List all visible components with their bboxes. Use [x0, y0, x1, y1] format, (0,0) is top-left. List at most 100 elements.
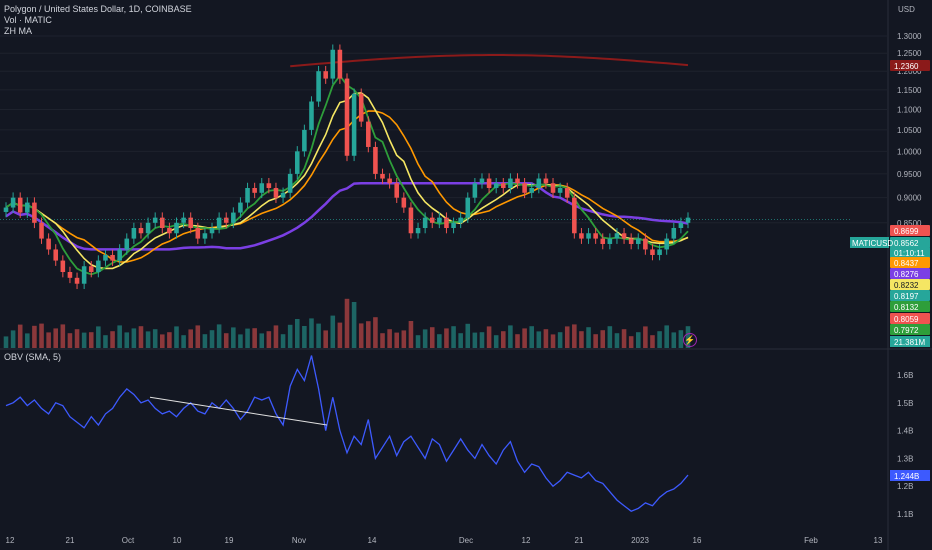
volume-bar — [74, 329, 80, 348]
candle-body — [53, 249, 59, 261]
candle-body — [678, 222, 684, 228]
candle-body — [337, 49, 343, 79]
candle-body — [316, 71, 321, 102]
candle-body — [550, 183, 556, 193]
price-badge-text: 0.7972 — [894, 326, 919, 335]
candle-body — [508, 178, 513, 189]
candle-body — [650, 249, 655, 255]
obv-tick-label: 1.1B — [897, 510, 913, 519]
candle-body — [572, 197, 577, 234]
volume-bar — [131, 328, 137, 348]
candle-body — [536, 178, 542, 189]
volume-bar — [138, 326, 144, 348]
candle-body — [88, 266, 94, 272]
volume-bar — [437, 334, 442, 348]
price-tick-label: 0.8500 — [897, 219, 922, 228]
volume-bar — [678, 330, 684, 348]
price-tick-label: 1.0000 — [897, 147, 922, 156]
ma-darkred-line — [290, 54, 689, 68]
obv-tick-label: 1.6B — [897, 371, 913, 380]
candle-body — [380, 173, 385, 179]
candle-body — [614, 233, 620, 239]
volume-bar — [351, 302, 357, 348]
volume-bar — [117, 325, 122, 348]
volume-bar — [25, 333, 30, 348]
candles — [3, 44, 691, 290]
price-badge — [890, 313, 930, 324]
price-badge — [890, 237, 930, 248]
candle-body — [10, 197, 16, 208]
candle-body — [486, 178, 492, 189]
volume-bar — [557, 332, 563, 348]
time-tick-label: 21 — [575, 536, 584, 545]
time-tick-label: 14 — [368, 536, 377, 545]
price-badge-text: 01:10:11 — [894, 249, 925, 258]
candle-body — [181, 217, 186, 223]
candle-body — [593, 233, 598, 239]
candle-body — [621, 233, 627, 239]
volume-bar — [344, 298, 350, 348]
candle-body — [373, 146, 378, 174]
price-badge — [890, 301, 930, 312]
volume-bar — [614, 333, 620, 348]
volume-bar — [145, 331, 151, 348]
legend-volume[interactable]: Vol · MATIC — [4, 15, 52, 25]
volume-bar — [88, 332, 94, 348]
obv-series-line — [5, 355, 689, 512]
candle-body — [17, 197, 23, 213]
price-tick-label: 1.2000 — [897, 67, 922, 76]
candle-body — [366, 121, 371, 147]
price-badge — [890, 290, 930, 301]
volume-bar — [323, 330, 328, 348]
candle-body — [238, 202, 243, 213]
obv-badge-text: 1.244B — [894, 472, 919, 481]
candle-body — [39, 222, 44, 239]
volume-bar — [110, 331, 115, 348]
volume-bar — [287, 324, 293, 348]
volume-bar — [387, 329, 392, 348]
legend-ma[interactable]: ZH MA — [4, 26, 32, 36]
obv-tick-label: 1.2B — [897, 482, 913, 491]
price-axis: 1.3000 1.2500 1.2000 1.1500 1.1000 1.0500 1.00… — [897, 32, 922, 228]
volume-bar — [181, 335, 186, 348]
price-badge-text: 0.8197 — [894, 292, 919, 301]
candle-body — [515, 178, 520, 184]
candle-body — [543, 178, 549, 184]
volume-bar — [10, 330, 16, 348]
volume-bar — [415, 335, 421, 348]
candle-body — [422, 217, 428, 228]
lightning-icon[interactable]: ⚡ — [683, 333, 697, 347]
volume-bar — [216, 324, 222, 348]
candle-body — [579, 233, 584, 239]
volume-bar — [394, 332, 400, 348]
volume-bar — [472, 332, 478, 348]
candle-body — [586, 233, 591, 239]
volume-bar — [401, 330, 407, 348]
symbol-tag — [850, 237, 889, 248]
price-tick-label: 1.1000 — [897, 105, 922, 114]
candle-body — [635, 238, 641, 244]
candle-body — [81, 266, 87, 284]
volume-bar — [67, 333, 73, 348]
candle-body — [465, 197, 471, 218]
candle-body — [529, 188, 534, 193]
candle-body — [195, 227, 201, 239]
volume-bar — [223, 333, 229, 348]
volume-bar — [380, 333, 385, 348]
time-tick-label: Feb — [804, 536, 818, 545]
obv-trendline — [149, 396, 328, 426]
candle-body — [501, 183, 506, 189]
volume-bar — [188, 329, 193, 348]
candle-body — [3, 207, 9, 212]
volume-bar — [209, 330, 215, 348]
volume-bar — [607, 326, 613, 348]
time-tick-label: 21 — [66, 536, 75, 545]
volume-bar — [543, 329, 549, 348]
price-badge-text: 0.8132 — [894, 303, 919, 312]
volume-bar — [167, 332, 172, 348]
obv-tick-label: 1.5B — [897, 399, 913, 408]
candle-body — [245, 188, 250, 203]
obv-legend[interactable]: OBV (SMA, 5) — [4, 352, 62, 362]
